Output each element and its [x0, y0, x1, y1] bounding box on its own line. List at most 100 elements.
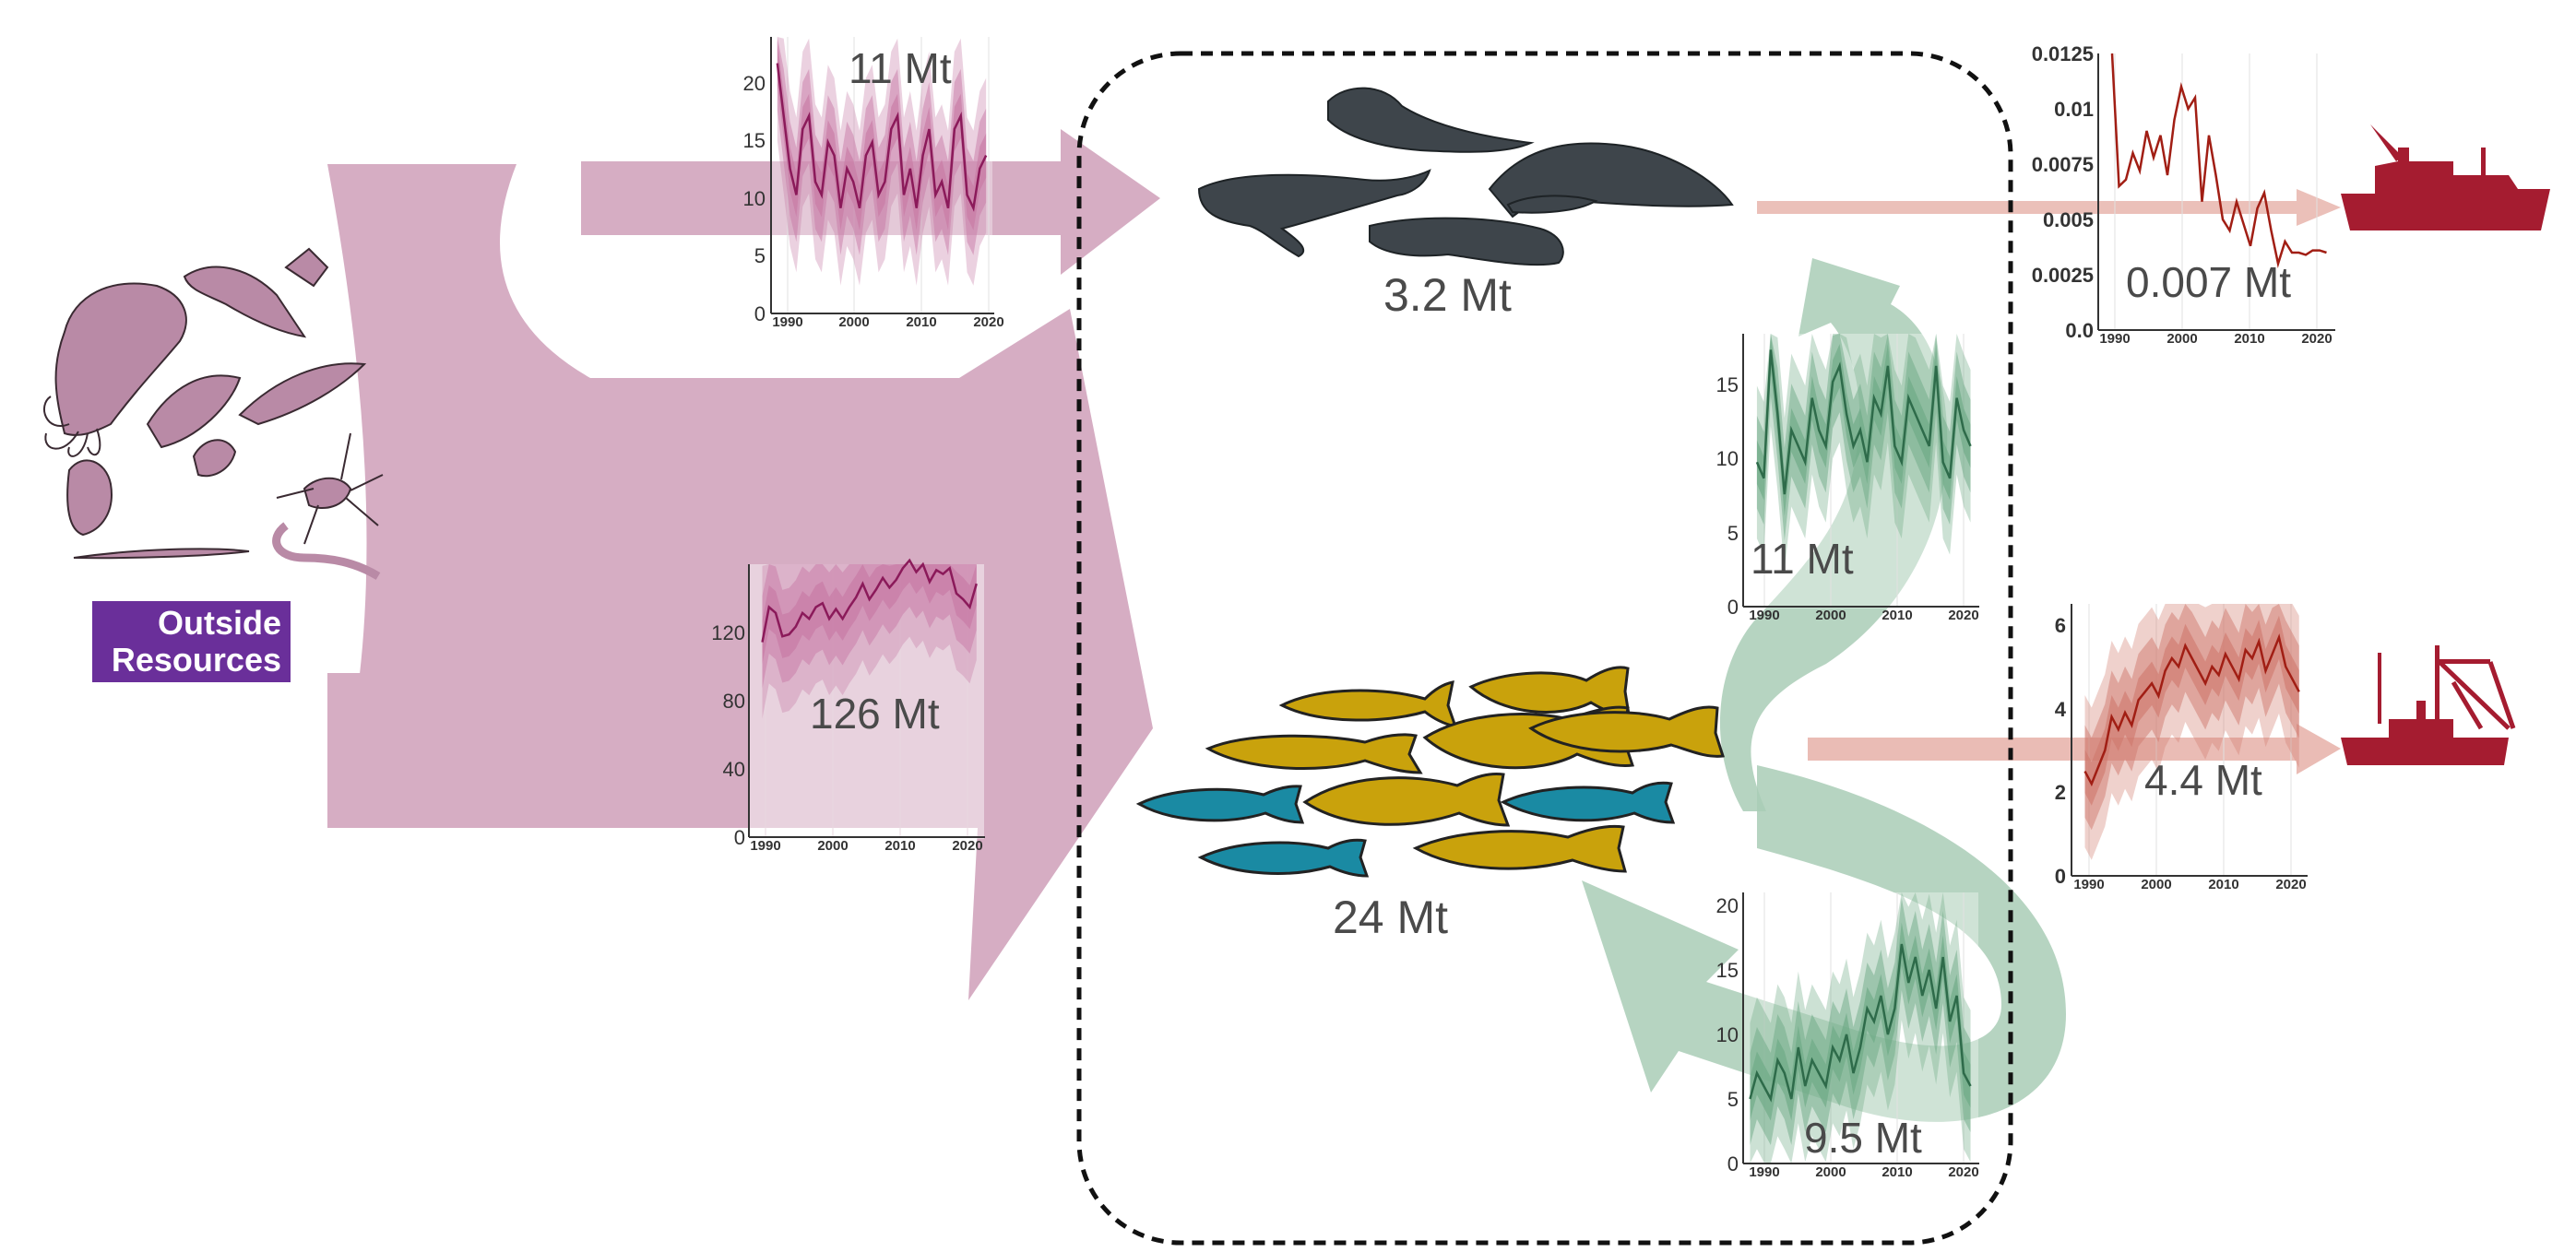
fish-icon-yellow [1468, 666, 1631, 716]
fish-icon-yellow [1278, 680, 1458, 729]
c2-confidence-band [762, 564, 977, 665]
fish-icon-blue [1500, 781, 1676, 824]
krill-icon [238, 362, 367, 426]
fish-icon-blue [1197, 838, 1370, 878]
chart-fish-catch-ytick: 2 [2055, 781, 2066, 804]
trawler-icon [2341, 701, 2509, 765]
fish-to-fish-flow [1582, 765, 2066, 1122]
squid-tentacles-icon [42, 396, 101, 457]
chart-zoo-to-mammals-value: 11 Mt [849, 44, 952, 92]
chart-fish-to-fish-ytick: 5 [1727, 1088, 1739, 1111]
chart-zoo-to-mammals-ytick: 20 [743, 72, 766, 95]
chart-fish-to-mammals-ytick: 15 [1716, 373, 1739, 396]
chart-fish-to-fish-xtick: 1990 [1749, 1164, 1779, 1180]
fish-biomass-value: 24 Mt [1333, 892, 1448, 943]
chart-mammal-catch: 0.0 0.0025 0.005 0.0075 0.01 0.0125 1990… [2032, 42, 2335, 347]
chart-zoo-to-mammals-line [776, 63, 988, 212]
chart-zoo-to-fish-value: 126 Mt [810, 690, 940, 738]
chart-zoo-to-mammals-ytick: 5 [754, 244, 766, 267]
chart-fish-to-fish-xtick: 2000 [1815, 1164, 1846, 1180]
chart-fish-to-mammals-xtick: 1990 [1749, 608, 1779, 623]
outside-label-line1: Outside [158, 604, 281, 642]
chart-fish-to-mammals-xtick: 2010 [1882, 608, 1912, 623]
chart-fish-to-mammals-xtick: 2020 [1948, 608, 1978, 623]
chart-fish-to-mammals: 0 5 10 15 1990 2000 2010 2020 11 Mt [1716, 334, 1979, 623]
c6-confidence-band [2084, 615, 2299, 806]
chart-zoo-to-fish-xtick: 2020 [952, 838, 982, 854]
chart-fish-catch-ytick: 6 [2055, 614, 2066, 637]
mammal-catch-vessel [2341, 124, 2550, 230]
chart-fish-to-mammals-value: 11 Mt [1751, 535, 1854, 583]
chart-mammal-catch-line [2110, 53, 2327, 268]
chart-fish-to-mammals-ytick: 5 [1727, 522, 1739, 545]
c3-confidence-band [1756, 334, 1971, 516]
copepod-icon [284, 247, 329, 288]
squid-icon [54, 282, 187, 436]
chart-fish-to-fish: 0 5 10 15 20 1990 2000 2010 2020 9.5 Mt [1716, 892, 1979, 1180]
chart-fish-to-mammals-xtick: 2000 [1815, 608, 1846, 623]
fishing-vessel-icon [2341, 148, 2550, 230]
chart-fish-to-fish-ytick: 0 [1727, 1152, 1739, 1175]
seal-icon [1327, 87, 1535, 153]
chart-fish-catch-ytick: 0 [2055, 865, 2066, 888]
chart-zoo-to-mammals-xtick: 1990 [772, 314, 802, 330]
chart-fish-to-mammals-ytick: 10 [1716, 447, 1739, 470]
chart-fish-to-mammals-bands [1756, 334, 1971, 571]
polychaete-icon [272, 522, 381, 580]
chart-mammal-catch-ytick: 0.01 [2054, 98, 2094, 121]
chart-zoo-to-mammals-ytick: 0 [754, 302, 766, 325]
chart-zoo-to-mammals-ytick: 10 [743, 187, 766, 210]
fish-icon-yellow [1528, 705, 1725, 758]
chart-fish-to-fish-line [1749, 943, 1972, 1103]
chart-zoo-to-fish-ytick: 40 [723, 758, 745, 781]
dolphin-icon [1506, 195, 1598, 214]
chart-zoo-to-fish-ytick: 0 [734, 826, 745, 849]
chart-mammal-catch-ytick: 0.005 [2043, 208, 2094, 231]
chart-mammal-catch-ytick: 0.0025 [2032, 264, 2094, 287]
chart-fish-to-mammals-ytick: 0 [1727, 596, 1739, 619]
chart-fish-to-fish-ytick: 20 [1716, 894, 1739, 917]
chart-zoo-to-fish-xtick: 1990 [750, 838, 780, 854]
chart-fish-catch: 0 2 4 6 1990 2000 2010 2020 4.4 Mt [2055, 604, 2308, 892]
humpback-whale-icon [1197, 169, 1431, 258]
chart-mammal-catch-xtick: 1990 [2099, 331, 2130, 347]
jellyfish-icon [66, 459, 113, 537]
chart-zoo-to-mammals-xtick: 2010 [906, 314, 936, 330]
antenna-icon [2370, 124, 2403, 161]
outside-label-line2: Resources [112, 641, 281, 679]
chart-mammal-catch-value: 0.007 Mt [2126, 258, 2291, 306]
zooplankton-to-fish-flow [327, 164, 1153, 1000]
fish-icon-yellow [1412, 824, 1627, 873]
chart-fish-catch-xtick: 2010 [2208, 877, 2238, 892]
chart-zoo-to-fish-ytick: 80 [723, 690, 745, 713]
trawler-boom-icon [2438, 660, 2516, 730]
copepod-icon [192, 439, 237, 478]
chart-mammal-catch-ytick: 0.0125 [2032, 42, 2094, 65]
chart-zoo-to-fish-ytick: 120 [711, 621, 745, 644]
fish-icon-blue [1135, 785, 1305, 824]
chart-fish-to-fish-ytick: 10 [1716, 1023, 1739, 1046]
fish-catch-flow [1808, 724, 2341, 774]
chart-zoo-to-mammals-xtick: 2000 [838, 314, 869, 330]
outside-resources-label: Outside Resources [92, 601, 291, 682]
arrow-worm-icon [73, 548, 250, 560]
chart-fish-to-mammals-line [1755, 349, 1972, 495]
chart-zoo-to-mammals: 0 5 10 15 20 1990 2000 2010 2020 11 Mt [743, 37, 1004, 330]
fish-catch-vessel [2341, 645, 2516, 765]
shrimp-icon [146, 374, 242, 449]
chart-fish-to-fish-xtick: 2010 [1882, 1164, 1912, 1180]
chart-fish-to-fish-xtick: 2020 [1948, 1164, 1978, 1180]
ecosystem-boundary [1076, 51, 2013, 1246]
chart-fish-to-fish-ytick: 15 [1716, 959, 1739, 982]
shrimp-icon [183, 266, 307, 338]
chart-zoo-to-fish: 0 40 80 120 1990 2000 2010 2020 126 Mt [711, 558, 985, 854]
chart-fish-catch-value: 4.4 Mt [2144, 756, 2262, 804]
chart-fish-catch-ytick: 4 [2055, 698, 2067, 721]
sperm-whale-icon [1369, 217, 1564, 266]
fish-icon-yellow [1302, 773, 1511, 827]
chart-zoo-to-fish-bands [762, 564, 977, 719]
chart-zoo-to-mammals-ytick: 15 [743, 129, 766, 152]
zooplankton-group [42, 247, 384, 580]
chart-fish-catch-xtick: 1990 [2073, 877, 2104, 892]
